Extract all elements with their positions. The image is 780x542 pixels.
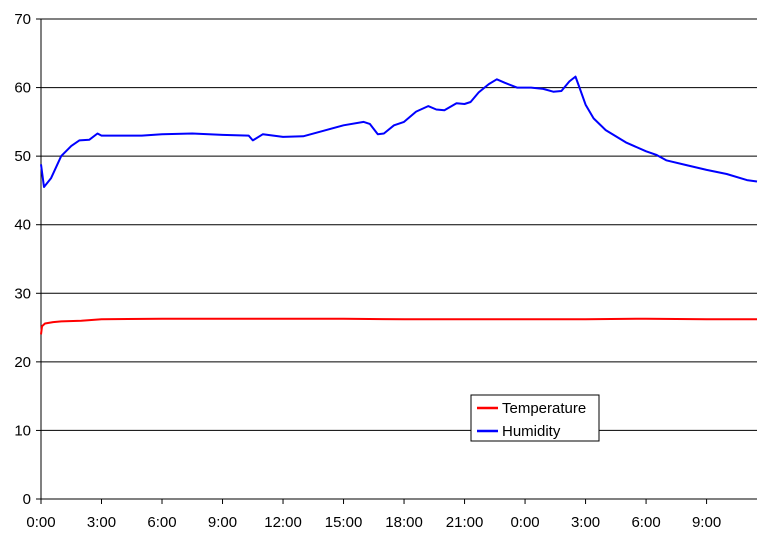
axes	[40, 19, 757, 500]
legend-label-temperature: Temperature	[502, 400, 586, 417]
y-tick-label: 30	[14, 285, 31, 302]
x-tick-label: 3:00	[87, 514, 116, 531]
x-tick-label: 12:00	[264, 514, 302, 531]
legend: Temperature Humidity	[470, 394, 600, 442]
x-tick-label: 0:00	[26, 514, 55, 531]
x-tick-label: 3:00	[571, 514, 600, 531]
y-tick-label: 50	[14, 148, 31, 165]
legend-box	[470, 394, 600, 442]
y-tick-label: 70	[14, 11, 31, 28]
x-tick-label: 9:00	[692, 514, 721, 531]
series-line-humidity	[40, 75, 758, 188]
gridlines	[41, 18, 757, 431]
x-tick-label: 21:00	[446, 514, 484, 531]
y-tick-label: 60	[14, 80, 31, 97]
legend-label-humidity: Humidity	[502, 423, 561, 440]
y-tick-label: 0	[23, 491, 31, 508]
y-tick-labels: 0 10 20 30 40 50 60 70	[14, 11, 41, 508]
y-tick-label: 10	[14, 422, 31, 439]
x-tick-label: 6:00	[631, 514, 660, 531]
x-tick-label: 9:00	[208, 514, 237, 531]
x-tick-label: 18:00	[385, 514, 423, 531]
y-tick-label: 40	[14, 217, 31, 234]
series-line-temperature	[40, 317, 757, 335]
x-tick-labels: 0:00 3:00 6:00 9:00 12:00 15:00 18:00 21:00 0:00…	[26, 499, 721, 531]
x-tick-label: 15:00	[325, 514, 363, 531]
x-tick-label: 0:00	[510, 514, 539, 531]
series-lines	[40, 75, 758, 335]
y-tick-label: 20	[14, 354, 31, 371]
x-tick-label: 6:00	[147, 514, 176, 531]
